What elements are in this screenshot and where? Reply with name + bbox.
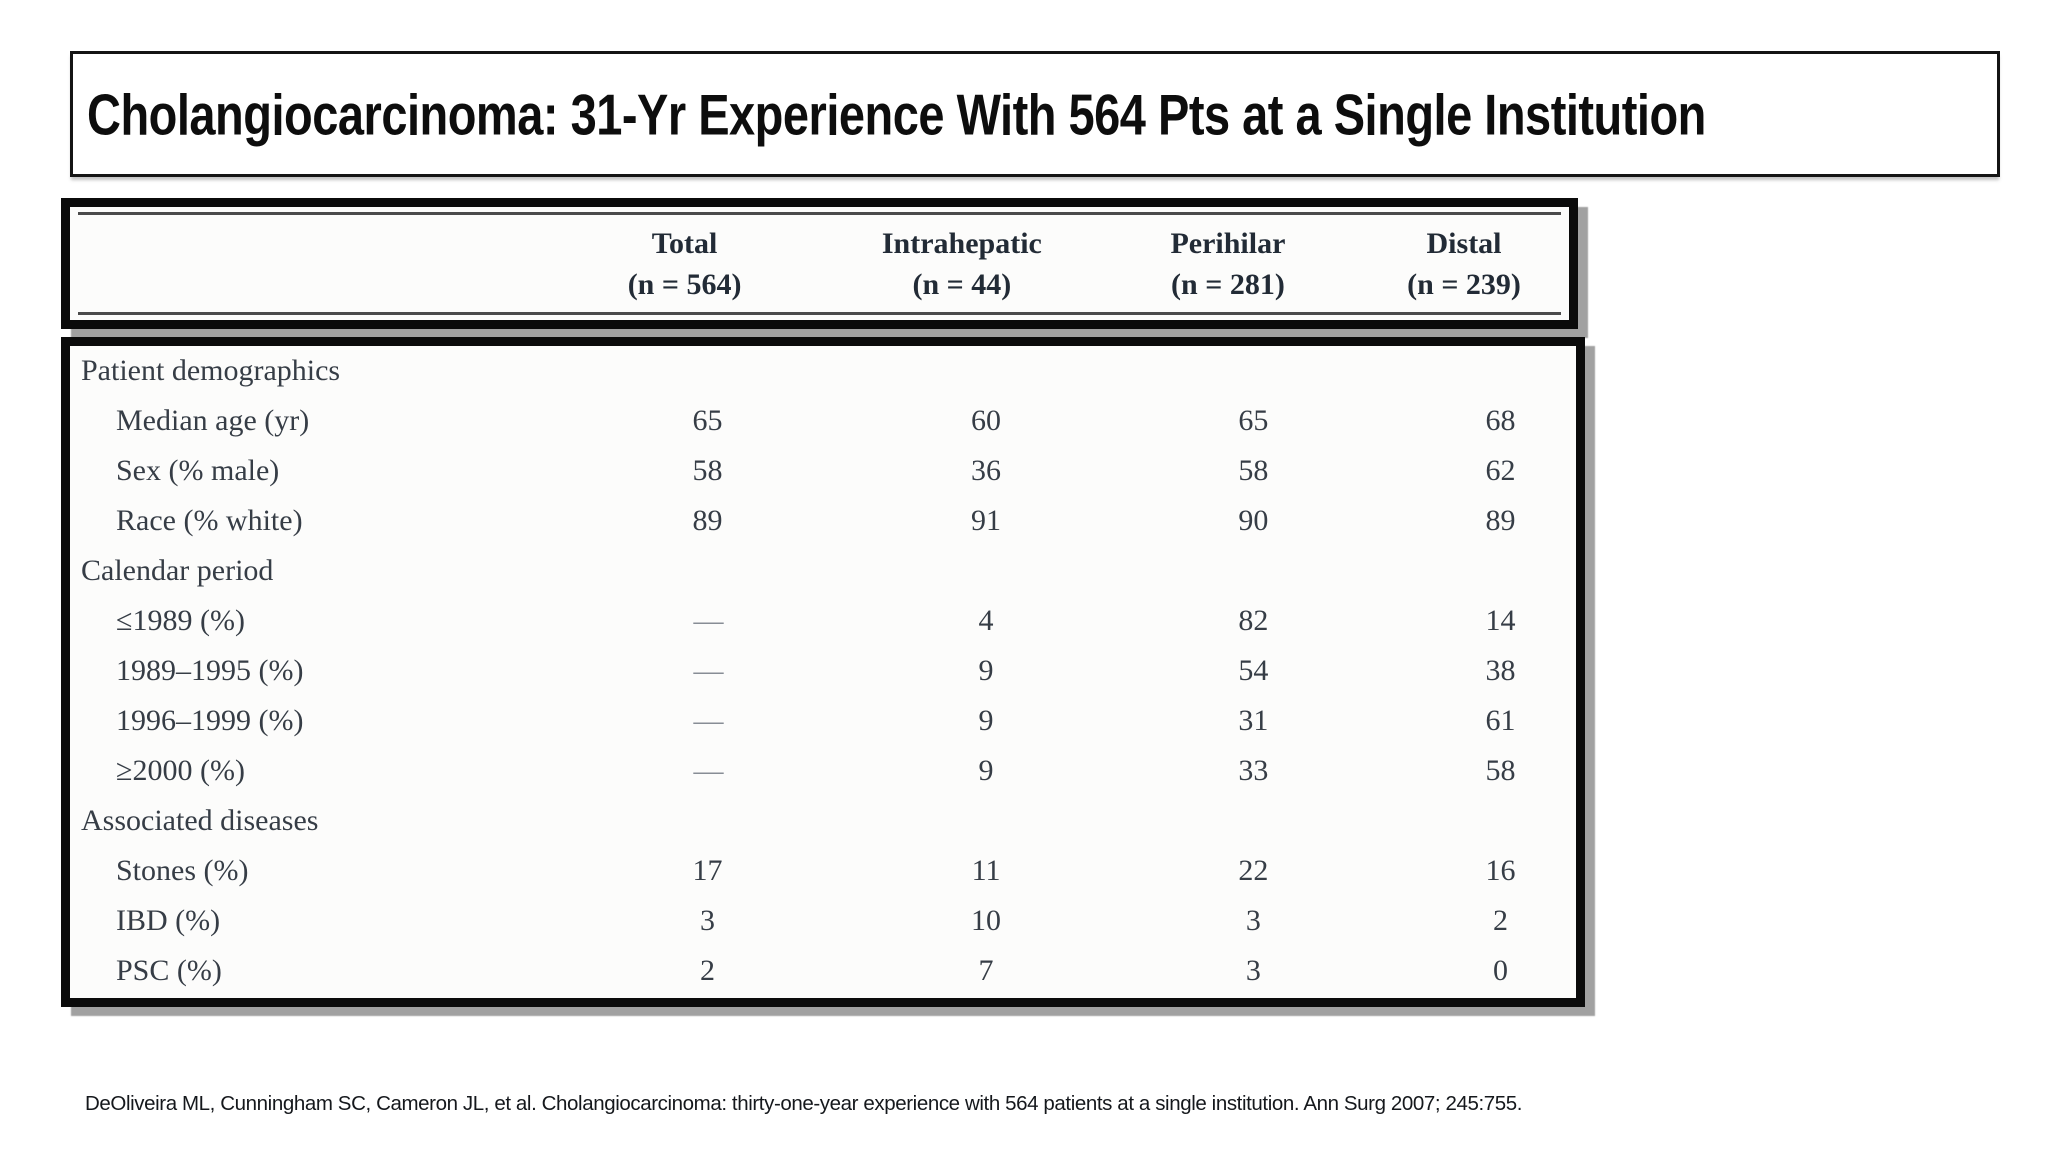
- column-n: (n = 44): [912, 267, 1012, 301]
- column-n: (n = 564): [627, 267, 742, 301]
- row-label: Associated diseases: [81, 804, 319, 837]
- cell-distal: 0: [1493, 954, 1509, 987]
- column-header-distal: Distal (n = 239): [1359, 207, 1569, 320]
- cell-total: —: [693, 654, 723, 687]
- row-label: Stones (%): [116, 854, 249, 887]
- cell-intrahepatic: 4: [978, 604, 994, 637]
- cell-total: —: [693, 604, 723, 637]
- cell-perihilar: 3: [1245, 904, 1261, 937]
- column-header-total: Total (n = 564): [542, 207, 827, 320]
- cell-perihilar: 58: [1238, 454, 1269, 487]
- table-header-box: Total (n = 564) Intrahepatic (n = 44) Pe…: [61, 198, 1578, 329]
- table-row: IBD (%) 3 10 3 2: [70, 896, 1576, 946]
- column-header-intrahepatic: Intrahepatic (n = 44): [827, 207, 1097, 320]
- row-label: Patient demographics: [81, 354, 341, 387]
- cell-total: 58: [692, 454, 723, 487]
- column-label: Perihilar: [1170, 226, 1286, 260]
- cell-distal: 62: [1485, 454, 1516, 487]
- cell-total: 17: [692, 854, 723, 887]
- table-row: Associated diseases: [70, 796, 1576, 846]
- row-label: Median age (yr): [116, 404, 310, 437]
- row-label: ≥2000 (%): [116, 754, 245, 787]
- header-top-rule: [78, 212, 1561, 215]
- header-bottom-rule: [78, 312, 1561, 315]
- row-label: PSC (%): [116, 954, 222, 987]
- cell-distal: 16: [1485, 854, 1516, 887]
- table-row: Sex (% male) 58 36 58 62: [70, 446, 1576, 496]
- column-label: Total: [651, 226, 718, 260]
- cell-perihilar: 3: [1245, 954, 1261, 987]
- row-label: 1989–1995 (%): [116, 654, 304, 687]
- cell-total: 2: [699, 954, 715, 987]
- table-row: Patient demographics: [70, 346, 1576, 396]
- table-row: 1996–1999 (%) — 9 31 61: [70, 696, 1576, 746]
- table-row: Median age (yr) 65 60 65 68: [70, 396, 1576, 446]
- page-title: Cholangiocarcinoma: 31-Yr Experience Wit…: [87, 81, 1706, 147]
- cell-perihilar: 82: [1238, 604, 1269, 637]
- cell-distal: 61: [1485, 704, 1516, 737]
- cell-intrahepatic: 9: [978, 654, 994, 687]
- row-label: IBD (%): [116, 904, 221, 937]
- table-rows: Patient demographics Median age (yr) 65 …: [70, 346, 1576, 996]
- table-row: ≥2000 (%) — 9 33 58: [70, 746, 1576, 796]
- table-row: ≤1989 (%) — 4 82 14: [70, 596, 1576, 646]
- column-n: (n = 239): [1407, 267, 1521, 301]
- row-label: Calendar period: [81, 554, 274, 587]
- cell-distal: 58: [1485, 754, 1516, 787]
- cell-intrahepatic: 7: [978, 954, 994, 987]
- column-header-perihilar: Perihilar (n = 281): [1097, 207, 1359, 320]
- row-label: Sex (% male): [116, 454, 280, 487]
- cell-distal: 38: [1485, 654, 1516, 687]
- table-row: PSC (%) 2 7 3 0: [70, 946, 1576, 996]
- table-row: Race (% white) 89 91 90 89: [70, 496, 1576, 546]
- cell-total: 65: [692, 404, 723, 437]
- cell-intrahepatic: 11: [971, 854, 1001, 887]
- cell-distal: 68: [1485, 404, 1516, 437]
- cell-intrahepatic: 60: [971, 404, 1002, 437]
- cell-intrahepatic: 9: [978, 754, 994, 787]
- cell-total: —: [693, 704, 723, 737]
- cell-distal: 89: [1485, 504, 1516, 537]
- cell-perihilar: 90: [1238, 504, 1269, 537]
- cell-intrahepatic: 9: [978, 704, 994, 737]
- citation-text: DeOliveira ML, Cunningham SC, Cameron JL…: [85, 1092, 1523, 1115]
- title-box: Cholangiocarcinoma: 31-Yr Experience Wit…: [70, 51, 2000, 177]
- column-n: (n = 281): [1171, 267, 1285, 301]
- cell-intrahepatic: 10: [971, 904, 1002, 937]
- row-label: 1996–1999 (%): [116, 704, 304, 737]
- cell-distal: 2: [1493, 904, 1509, 937]
- table-row: Calendar period: [70, 546, 1576, 596]
- cell-total: 89: [692, 504, 723, 537]
- cell-intrahepatic: 36: [971, 454, 1002, 487]
- cell-total: —: [693, 754, 723, 787]
- column-label: Intrahepatic: [881, 226, 1042, 260]
- cell-perihilar: 31: [1238, 704, 1269, 737]
- cell-intrahepatic: 91: [971, 504, 1002, 537]
- cell-perihilar: 33: [1238, 754, 1269, 787]
- row-label: Race (% white): [116, 504, 303, 537]
- row-label: ≤1989 (%): [116, 604, 245, 637]
- table-body-box: Patient demographics Median age (yr) 65 …: [61, 337, 1585, 1007]
- cell-perihilar: 22: [1238, 854, 1269, 887]
- cell-total: 3: [699, 904, 715, 937]
- column-label: Distal: [1426, 226, 1502, 260]
- table-row: 1989–1995 (%) — 9 54 38: [70, 646, 1576, 696]
- cell-perihilar: 54: [1238, 654, 1269, 687]
- cell-distal: 14: [1485, 604, 1516, 637]
- table-header-row: Total (n = 564) Intrahepatic (n = 44) Pe…: [70, 207, 1569, 320]
- table-row: Stones (%) 17 11 22 16: [70, 846, 1576, 896]
- column-header-empty: [70, 207, 542, 320]
- cell-perihilar: 65: [1238, 404, 1269, 437]
